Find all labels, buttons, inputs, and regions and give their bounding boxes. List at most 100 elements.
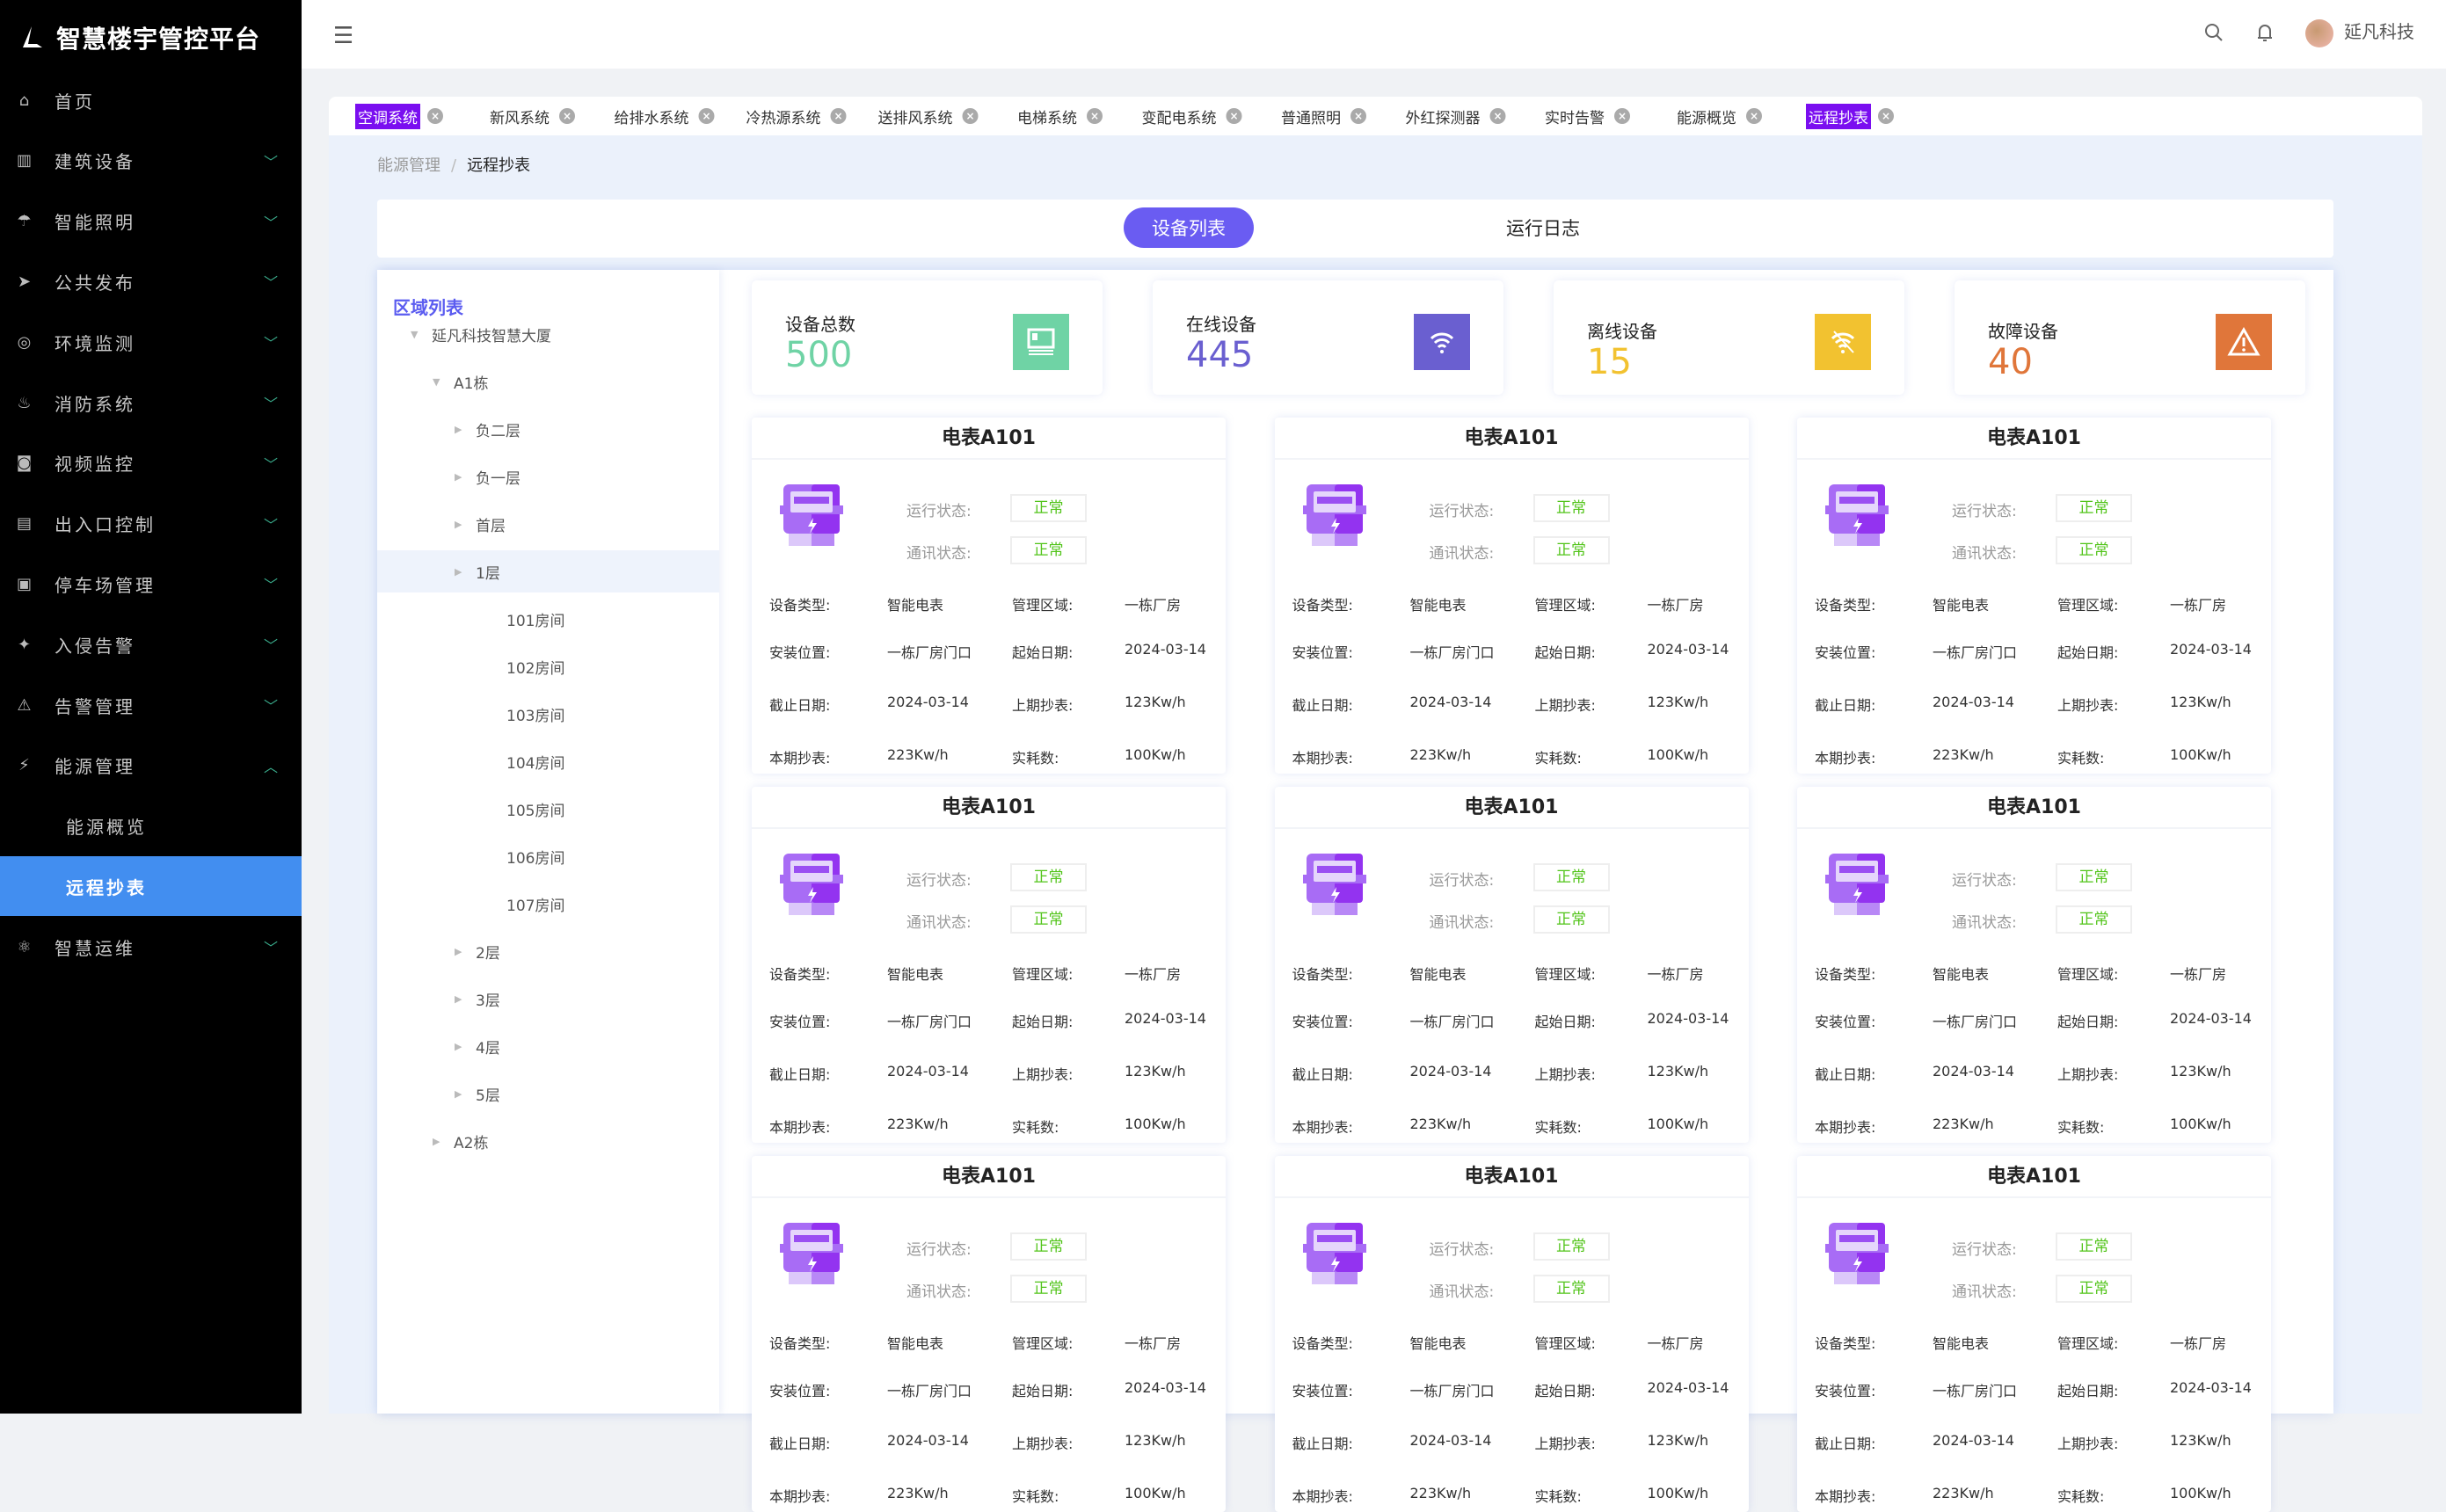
sidebar-item-label: 告警管理 — [55, 695, 135, 717]
close-icon[interactable]: × — [1087, 108, 1103, 124]
tab-9[interactable]: 实时告警 × — [1542, 102, 1630, 130]
close-icon[interactable]: × — [559, 108, 575, 124]
tree-node[interactable]: ▶ 首层 — [377, 503, 719, 545]
used-value: 100Kw/h — [1647, 746, 1709, 763]
sidebar-item-12[interactable]: 能源概览 — [0, 796, 302, 856]
tree-node[interactable]: 105房间 — [377, 788, 719, 830]
comm-status-value: 正常 — [2056, 536, 2132, 564]
meter-card[interactable]: 电表A101 运行状态: 正常 通讯状态: 正常 设备类型: 智能电表 管理区域: 一栋厂房 安装… — [1274, 1156, 1749, 1512]
tree-node[interactable]: ▶ 2层 — [377, 930, 719, 972]
tree-node[interactable]: 106房间 — [377, 835, 719, 877]
tab-7[interactable]: 普通照明 × — [1278, 102, 1366, 130]
sidebar-item-2[interactable]: ☂ 智能照明 ﹀ — [0, 192, 302, 251]
sidebar-item-11[interactable]: ⚡ 能源管理 ︿ — [0, 736, 302, 796]
tree-node[interactable]: 103房间 — [377, 693, 719, 735]
close-icon[interactable]: × — [427, 108, 443, 124]
close-icon[interactable]: × — [1226, 108, 1242, 124]
tree-title: 区域列表 — [393, 297, 463, 318]
meter-title: 电表A101 — [1274, 1156, 1749, 1198]
sidebar-item-8[interactable]: ▣ 停车场管理 ﹀ — [0, 554, 302, 614]
sidebar-item-9[interactable]: ✦ 入侵告警 ﹀ — [0, 614, 302, 674]
stat-card: 离线设备 15 — [1554, 280, 1904, 395]
tab-label: 给排水系统 — [614, 109, 689, 127]
close-icon[interactable]: × — [1350, 108, 1366, 124]
comm-status-label: 通讯状态: — [906, 545, 972, 563]
tree-node[interactable]: ▶ 1层 — [377, 550, 719, 592]
breadcrumb-parent[interactable]: 能源管理 — [377, 156, 440, 175]
tab-1[interactable]: 新风系统 × — [487, 102, 575, 130]
meter-card[interactable]: 电表A101 运行状态: 正常 通讯状态: 正常 设备类型: 智能电表 管理区域: 一栋厂房 安装… — [752, 418, 1226, 774]
meter-title: 电表A101 — [752, 1156, 1226, 1198]
end-label: 截止日期: — [1292, 1066, 1353, 1083]
chevron-down-icon: ﹀ — [263, 455, 280, 473]
tree-node[interactable]: 101房间 — [377, 598, 719, 640]
meter-card[interactable]: 电表A101 运行状态: 正常 通讯状态: 正常 设备类型: 智能电表 管理区域: 一栋厂房 安装… — [1797, 418, 2271, 774]
start-label: 起始日期: — [1012, 1014, 1074, 1030]
tab-11[interactable]: 远程抄表 × — [1806, 102, 1894, 130]
tab-8[interactable]: 外红探测器 × — [1403, 102, 1506, 130]
tree-node[interactable]: 102房间 — [377, 645, 719, 687]
sidebar-item-14[interactable]: ⚛ 智慧运维 ﹀ — [0, 917, 302, 977]
start-value: 2024-03-14 — [1125, 641, 1206, 658]
sidebar-item-1[interactable]: ▥ 建筑设备 ﹀ — [0, 131, 302, 191]
tree-node[interactable]: 107房间 — [377, 883, 719, 925]
sidebar-item-3[interactable]: ➤ 公共发布 ﹀ — [0, 251, 302, 311]
sidebar-item-6[interactable]: ◙ 视频监控 ﹀ — [0, 433, 302, 493]
last-value: 123Kw/h — [1125, 1432, 1186, 1449]
user-menu[interactable]: 延凡科技 — [2305, 18, 2414, 47]
run-status-label: 运行状态: — [906, 503, 972, 520]
meter-card[interactable]: 电表A101 运行状态: 正常 通讯状态: 正常 设备类型: 智能电表 管理区域: 一栋厂房 安装… — [1797, 1156, 2271, 1512]
device-list-button[interactable]: 设备列表 — [1124, 207, 1254, 248]
sidebar-item-4[interactable]: ◎ 环境监测 ﹀ — [0, 312, 302, 372]
sidebar-item-13[interactable]: 远程抄表 — [0, 856, 302, 917]
tree-node[interactable]: ▶ 4层 — [377, 1025, 719, 1067]
caret-right-icon: ▶ — [455, 992, 462, 1005]
electric-meter-icon — [1301, 1221, 1368, 1291]
close-icon[interactable]: × — [962, 108, 979, 124]
tree-node[interactable]: ▼ A1栋 — [377, 360, 719, 403]
close-icon[interactable]: × — [1878, 108, 1894, 124]
collapse-menu-icon[interactable]: ☰ — [333, 23, 354, 49]
loc-label: 安装位置: — [769, 1014, 831, 1030]
wifi-icon — [1414, 314, 1470, 370]
end-label: 截止日期: — [769, 697, 831, 714]
tree-node[interactable]: ▶ 3层 — [377, 978, 719, 1020]
sidebar-item-10[interactable]: ⚠ 告警管理 ﹀ — [0, 675, 302, 735]
tab-label: 空调系统 — [355, 103, 420, 129]
search-icon[interactable] — [2203, 22, 2224, 43]
tab-3[interactable]: 冷热源系统 × — [744, 102, 847, 130]
run-status-label: 运行状态: — [1952, 872, 2017, 890]
tree-node[interactable]: ▶ 5层 — [377, 1072, 719, 1115]
sidebar-item-7[interactable]: ▤ 出入口控制 ﹀ — [0, 494, 302, 554]
user-name: 延凡科技 — [2344, 21, 2414, 42]
close-icon[interactable]: × — [1489, 108, 1506, 124]
tab-2[interactable]: 给排水系统 × — [612, 102, 715, 130]
run-log-button[interactable]: 运行日志 — [1506, 218, 1580, 239]
tree-node[interactable]: ▼ 延凡科技智慧大厦 — [377, 313, 719, 355]
tree-node[interactable]: ▶ A2栋 — [377, 1120, 719, 1162]
sidebar-item-5[interactable]: ♨ 消防系统 ﹀ — [0, 373, 302, 433]
tab-0[interactable]: 空调系统 × — [355, 102, 443, 130]
tree-node[interactable]: ▶ 负二层 — [377, 408, 719, 450]
close-icon[interactable]: × — [830, 108, 847, 124]
area-label: 管理区域: — [1534, 1335, 1596, 1352]
run-status-value: 正常 — [1532, 1232, 1610, 1261]
tab-10[interactable]: 能源概览 × — [1674, 102, 1762, 130]
close-icon[interactable]: × — [1614, 108, 1630, 124]
bell-icon[interactable] — [2254, 22, 2275, 43]
tab-4[interactable]: 送排风系统 × — [876, 102, 979, 130]
type-value: 智能电表 — [1933, 1335, 1990, 1352]
meter-card[interactable]: 电表A101 运行状态: 正常 通讯状态: 正常 设备类型: 智能电表 管理区域: 一栋厂房 安装… — [1274, 787, 1749, 1143]
sidebar-item-0[interactable]: ⌂ 首页 — [0, 70, 302, 130]
meter-card[interactable]: 电表A101 运行状态: 正常 通讯状态: 正常 设备类型: 智能电表 管理区域: 一栋厂房 安装… — [752, 787, 1226, 1143]
tab-5[interactable]: 电梯系统 × — [1015, 102, 1103, 130]
close-icon[interactable]: × — [698, 108, 715, 124]
meter-card[interactable]: 电表A101 运行状态: 正常 通讯状态: 正常 设备类型: 智能电表 管理区域: 一栋厂房 安装… — [752, 1156, 1226, 1512]
close-icon[interactable]: × — [1746, 108, 1762, 124]
meter-card[interactable]: 电表A101 运行状态: 正常 通讯状态: 正常 设备类型: 智能电表 管理区域: 一栋厂房 安装… — [1797, 787, 2271, 1143]
tree-node[interactable]: ▶ 负一层 — [377, 455, 719, 498]
meter-card[interactable]: 电表A101 运行状态: 正常 通讯状态: 正常 设备类型: 智能电表 管理区域: 一栋厂房 安装… — [1274, 418, 1749, 774]
end-label: 截止日期: — [769, 1436, 831, 1452]
tab-6[interactable]: 变配电系统 × — [1139, 102, 1242, 130]
tree-node[interactable]: 104房间 — [377, 740, 719, 782]
